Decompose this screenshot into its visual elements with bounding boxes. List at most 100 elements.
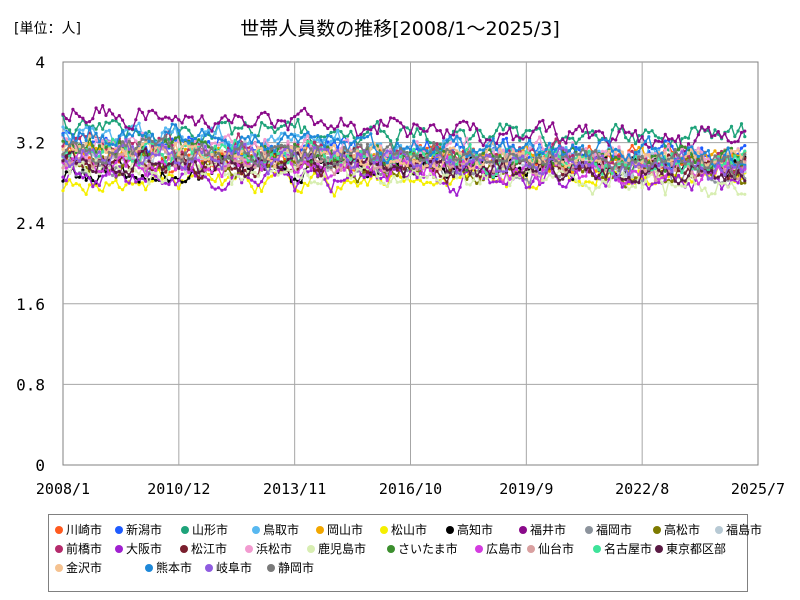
data-point — [647, 174, 651, 178]
data-point — [567, 169, 572, 174]
data-point — [554, 153, 558, 157]
data-point — [319, 174, 323, 178]
data-point — [557, 182, 562, 186]
data-point — [663, 139, 667, 143]
data-point — [627, 130, 631, 134]
data-point — [273, 157, 277, 162]
data-point — [296, 164, 300, 168]
data-point — [299, 130, 303, 135]
data-point — [531, 153, 535, 157]
data-point — [577, 183, 581, 187]
y-tick-label: 0.8 — [16, 375, 45, 394]
data-point — [276, 127, 280, 131]
data-point — [97, 150, 101, 154]
data-point — [114, 138, 118, 142]
data-point — [571, 136, 575, 140]
data-point — [144, 156, 148, 160]
data-point — [276, 152, 280, 156]
data-point — [71, 162, 75, 166]
data-point — [223, 120, 227, 125]
data-point — [647, 182, 651, 186]
data-point — [567, 178, 572, 183]
data-point — [624, 136, 628, 140]
data-point — [101, 150, 105, 154]
data-point — [68, 178, 72, 182]
data-point — [703, 186, 707, 190]
data-point — [240, 135, 244, 139]
data-point — [438, 129, 442, 133]
data-point — [607, 139, 611, 143]
data-point — [451, 150, 456, 154]
data-point — [637, 181, 641, 185]
data-point — [581, 134, 585, 138]
data-point — [167, 182, 171, 187]
data-point — [64, 170, 68, 174]
data-point — [342, 140, 346, 144]
data-point — [269, 162, 274, 166]
data-point — [226, 133, 231, 137]
data-point — [61, 112, 65, 116]
data-point — [442, 173, 446, 177]
data-point — [521, 137, 525, 141]
data-point — [180, 126, 184, 130]
data-point — [124, 183, 128, 187]
data-point — [207, 140, 211, 144]
data-point — [111, 137, 115, 141]
data-point — [379, 129, 383, 133]
data-point — [369, 146, 373, 150]
data-point — [680, 171, 684, 175]
data-point — [547, 141, 552, 145]
data-point — [150, 151, 154, 156]
data-point — [604, 163, 608, 167]
data-point — [322, 144, 327, 149]
data-point — [309, 160, 313, 164]
data-point — [87, 156, 92, 160]
data-point — [220, 135, 224, 139]
data-point — [551, 142, 555, 146]
data-point — [561, 177, 565, 181]
data-point — [87, 183, 92, 187]
data-point — [104, 166, 108, 170]
data-point — [521, 178, 525, 182]
data-point — [594, 183, 598, 187]
data-point — [210, 129, 214, 133]
data-point — [173, 167, 178, 172]
data-point — [729, 149, 734, 153]
data-point — [230, 173, 234, 177]
data-point — [190, 145, 194, 149]
data-point — [61, 147, 65, 151]
data-point — [514, 160, 519, 164]
data-point — [134, 124, 138, 128]
data-point — [700, 125, 704, 129]
data-point — [183, 167, 188, 171]
data-point — [312, 122, 317, 127]
data-point — [700, 177, 704, 182]
data-point — [223, 167, 227, 171]
data-point — [97, 188, 101, 192]
data-point — [164, 170, 168, 174]
data-point — [130, 173, 135, 177]
data-point — [425, 146, 429, 150]
data-point — [114, 178, 118, 182]
data-point — [637, 139, 641, 143]
data-point — [415, 159, 419, 163]
data-point — [544, 147, 548, 151]
data-point — [372, 145, 376, 149]
data-point — [630, 149, 634, 153]
data-point — [597, 185, 601, 189]
data-point — [210, 142, 214, 146]
data-point — [547, 173, 552, 177]
data-point — [385, 153, 389, 157]
data-point — [577, 137, 581, 141]
data-point — [614, 122, 618, 127]
data-point — [193, 123, 197, 127]
data-point — [428, 168, 432, 173]
data-point — [220, 167, 224, 171]
data-point — [296, 147, 300, 151]
data-point — [667, 137, 671, 141]
data-point — [564, 148, 568, 152]
data-point — [97, 169, 101, 174]
data-point — [422, 166, 426, 170]
data-point — [385, 168, 389, 172]
data-point — [332, 130, 336, 134]
